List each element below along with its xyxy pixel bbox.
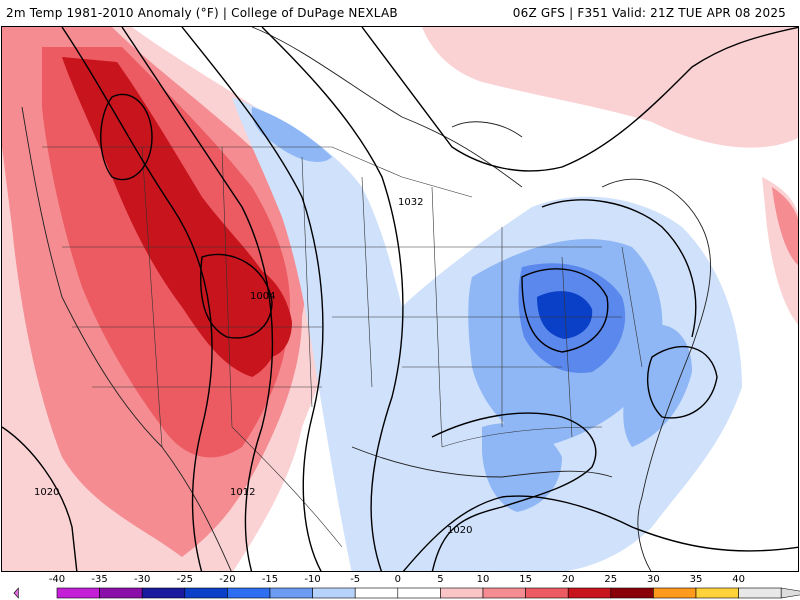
colorbar-tick-label: 35 — [689, 574, 703, 585]
product-title: 2m Temp 1981-2010 Anomaly (°F) | College… — [6, 6, 398, 20]
cold-anomaly-canada — [251, 107, 332, 162]
colorbar-tick-label: 40 — [732, 574, 745, 585]
colorbar-tick-label: -20 — [219, 574, 236, 585]
colorbar-tick-label: -5 — [350, 574, 361, 585]
colorbar-swatch — [269, 587, 313, 599]
colorbar-swatch — [99, 587, 143, 599]
run-valid-time: 06Z GFS | F351 Valid: 21Z TUE APR 08 202… — [512, 6, 786, 20]
colorbar-swatch — [610, 587, 654, 599]
colorbar-swatch — [397, 587, 441, 599]
isobar-label-1004: 1004 — [250, 291, 275, 302]
coastlines — [21, 27, 711, 571]
colorbar-tick-label: 10 — [476, 574, 490, 585]
colorbar-swatch — [354, 587, 399, 599]
warm-anomaly-east-coast-strong — [772, 187, 798, 266]
colorbar-swatch — [525, 587, 569, 599]
colorbar-swatch — [184, 587, 228, 599]
colorbar-swatch — [482, 587, 526, 599]
cold-anomaly-atlantic — [623, 324, 692, 447]
header: 2m Temp 1981-2010 Anomaly (°F) | College… — [0, 0, 800, 26]
colorbar-tick-label: -10 — [304, 574, 321, 585]
temperature-anomaly-map: 1032 1004 1020 1012 1020 — [1, 26, 799, 572]
colorbar-swatch — [227, 587, 271, 599]
isobar-label-1020-west: 1020 — [34, 487, 59, 498]
colorbar-tick-label: 5 — [437, 574, 444, 585]
isobar-label-1012: 1012 — [230, 487, 255, 498]
cold-anomaly-gulf — [482, 423, 562, 512]
political-borders — [42, 146, 643, 548]
colorbar-tick-label: 30 — [647, 574, 660, 585]
warm-anomaly-northeast — [422, 27, 798, 148]
colorbar-tick-label: -25 — [176, 574, 193, 585]
colorbar-tick-label: 15 — [519, 574, 532, 585]
colorbar-swatch — [738, 587, 782, 599]
warm-anomaly-hot — [62, 57, 283, 377]
warm-anomaly-hot-southwest — [237, 262, 292, 358]
colorbar-swatch — [653, 587, 697, 599]
isobar-label-1032: 1032 — [398, 197, 423, 208]
map-canvas: 1032 1004 1020 1012 1020 — [2, 27, 798, 571]
colorbar-legend: -40 -35 -30 -25 -20 -15 -10 -5 0 5 10 15 20 25 30 35 40 — [0, 572, 800, 600]
colorbar-arrow-low — [13, 587, 19, 599]
colorbar-tick-label: -40 — [48, 574, 66, 585]
cold-anomaly-core — [537, 291, 593, 339]
isobar-label-1020-south: 1020 — [447, 525, 472, 536]
colorbar-tick-label: -15 — [261, 574, 279, 585]
colorbar-tick-label: 25 — [604, 574, 618, 585]
colorbar-tick-label: 0 — [394, 574, 401, 585]
colorbar-swatch — [695, 587, 739, 599]
colorbar-swatch — [567, 587, 612, 599]
colorbar-swatches — [13, 587, 800, 599]
colorbar-swatch — [56, 587, 100, 599]
colorbar-arrow-high — [780, 587, 800, 599]
colorbar-swatch — [141, 587, 186, 599]
isobars — [2, 27, 798, 571]
colorbar-tick-label: 20 — [561, 574, 575, 585]
colorbar-tick-label: -30 — [134, 574, 151, 585]
colorbar-tick-label: -35 — [91, 574, 108, 585]
colorbar-swatch — [312, 587, 356, 599]
colorbar-swatch — [440, 587, 484, 599]
